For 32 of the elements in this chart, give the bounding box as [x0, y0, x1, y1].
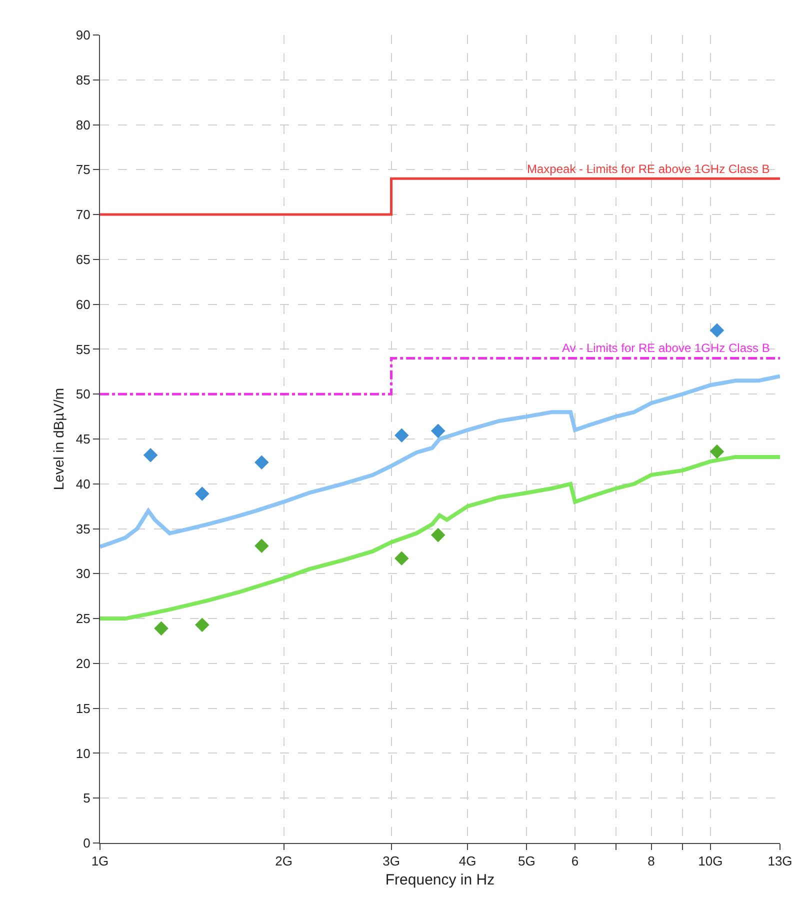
y-tick-label: 0: [83, 836, 90, 851]
y-tick-label: 25: [76, 611, 90, 626]
y-tick-label: 50: [76, 386, 90, 402]
y-tick-label: 55: [76, 342, 90, 357]
y-axis-title: Level in dBµV/m: [50, 388, 67, 490]
y-tick-label: 70: [76, 207, 90, 222]
y-tick-label: 35: [76, 521, 90, 536]
x-tick-label: 1G: [91, 854, 109, 869]
y-tick-label: 60: [76, 296, 90, 312]
x-tick-label: 10G: [698, 854, 723, 869]
y-tick-label: 5: [83, 790, 90, 806]
y-tick-label: 10: [76, 746, 90, 761]
y-tick-label: 30: [76, 566, 90, 582]
x-axis-title: Frequency in Hz: [385, 872, 495, 889]
x-tick-label: 6: [571, 854, 579, 869]
y-tick-label: 85: [76, 72, 90, 88]
y-tick-label: 15: [76, 700, 90, 716]
y-tick-label: 80: [76, 117, 90, 132]
y-tick-label: 20: [76, 656, 90, 671]
y-tick-label: 40: [76, 476, 90, 492]
x-tick-label: 8: [648, 854, 655, 869]
x-tick-label: 3G: [382, 854, 400, 869]
y-tick-label: 90: [76, 28, 90, 43]
series-label: Maxpeak - Limits for RE above 1GHz Class B: [527, 162, 770, 176]
y-tick-label: 65: [76, 252, 90, 267]
x-tick-label: 5G: [518, 854, 536, 869]
x-tick-label: 4G: [458, 854, 476, 869]
x-tick-label: 2G: [275, 854, 292, 869]
x-tick-label: 13G: [768, 854, 792, 869]
y-tick-label: 75: [76, 162, 90, 178]
series-label: Av - Limits for RE above 1GHz Class B: [562, 341, 770, 355]
y-tick-label: 45: [76, 432, 90, 447]
